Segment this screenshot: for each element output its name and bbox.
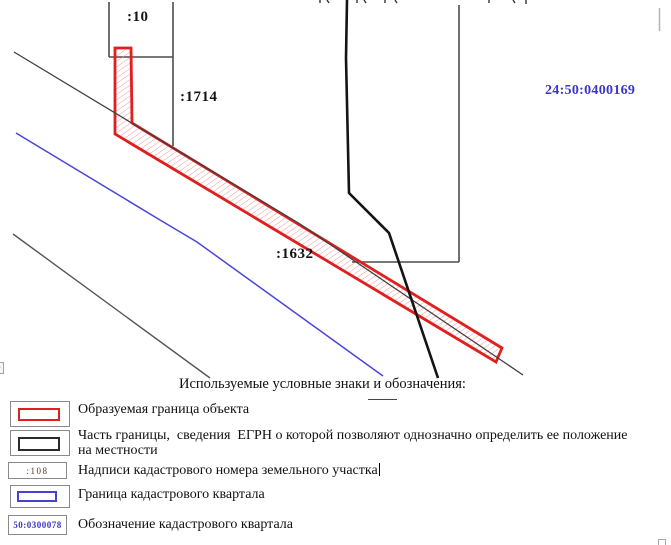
legend-row-cadastral-number: Надписи кадастрового номера земельного у… <box>78 461 381 479</box>
clipped-text-fragments <box>319 0 527 4</box>
text-caret <box>378 463 381 476</box>
legend-label-quarter-border: Граница кадастрового квартала <box>78 487 265 502</box>
legend-label-formed-boundary: Образуемая граница объекта <box>78 402 250 417</box>
legend-swatch-formed-boundary <box>10 401 70 427</box>
legend-swatch-quarter-designation: 50:0300078 <box>8 515 67 535</box>
thick-boundary-line <box>344 0 440 379</box>
legend-label-quarter-designation: Обозначение кадастрового квартала <box>78 517 293 532</box>
legend-title: Используемые условные знаки и обозначени… <box>179 376 466 392</box>
legend-label-egrn-boundary: Часть границы, сведения ЕГРН о которой п… <box>78 428 628 458</box>
parcel-label-10: :10 <box>127 9 149 25</box>
legend-label-cadastral-number: Надписи кадастрового номера земельного у… <box>78 463 378 478</box>
legend-swatch-cadastral-number: :108 <box>8 462 67 479</box>
formed-boundary-band <box>113 46 504 365</box>
legend-swatch-quarter-border <box>10 485 70 508</box>
parcel-label-1632: :1632 <box>276 246 314 262</box>
black-rect-symbol <box>18 437 60 451</box>
lower-boundary-line <box>12 233 211 379</box>
clipped-expand-button[interactable]: + <box>0 362 4 374</box>
parcel-label-1714: :1714 <box>180 89 218 105</box>
red-rect-symbol <box>18 408 60 421</box>
blue-rect-symbol <box>17 491 57 502</box>
legend-swatch-egrn-boundary <box>10 430 70 456</box>
legend-title-underline <box>368 399 397 400</box>
quarter-border-line <box>15 132 384 377</box>
parcel-right-boundary <box>352 5 460 263</box>
clipped-corner-fragment <box>658 539 666 545</box>
quarter-number-label: 24:50:0400169 <box>545 83 636 98</box>
